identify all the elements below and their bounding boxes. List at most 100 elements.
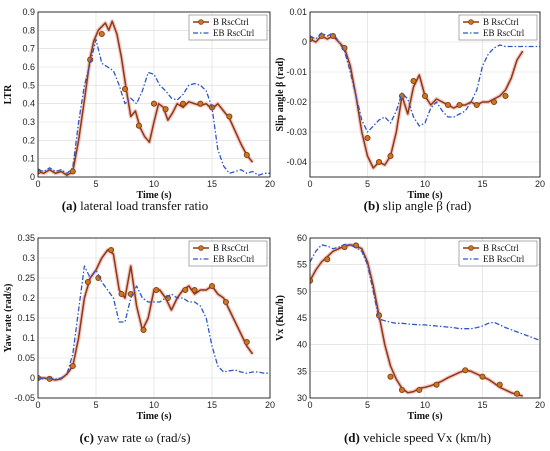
series-marker-b (310, 277, 314, 284)
series-marker-b (182, 286, 189, 294)
y-tick-label: 0.5 (22, 80, 35, 90)
legend-marker-b (468, 245, 474, 251)
series-line-b-rscctrl (38, 249, 254, 381)
series-marker-b (98, 30, 105, 38)
series-marker-b (84, 278, 91, 286)
y-tick-label: 0.1 (22, 333, 35, 343)
y-tick-label: 0 (30, 373, 35, 383)
y-tick-label: 0.7 (22, 44, 35, 54)
x-tick-label: 15 (207, 179, 217, 189)
series-marker-b (410, 77, 417, 85)
panel-a: 0 5 10 15 20 0 0.1 0.2 0.3 0.4 0.5 0.6 0.7 0.8 0.9 Time… (3, 7, 275, 201)
series-marker-b (108, 246, 115, 254)
legend-label-b: B RscCtrl (213, 243, 249, 253)
series-marker-b (479, 373, 486, 380)
series-marker-b (243, 338, 250, 346)
x-tick-label: 15 (207, 400, 217, 410)
series-marker-b (140, 326, 147, 334)
plot-frame (309, 11, 541, 178)
series-marker-b (118, 290, 125, 298)
legend-box (188, 240, 268, 267)
x-tick-label: 15 (477, 400, 487, 410)
series-marker-b (121, 85, 129, 93)
x-tick-label: 20 (535, 179, 545, 189)
y-tick-label: 0.3 (22, 253, 35, 263)
y-tick-label: 55 (297, 260, 307, 270)
y-tick-label: -0.01 (286, 67, 307, 77)
y-tick-label: -0.05 (14, 393, 35, 403)
x-tick-label: 10 (420, 400, 430, 410)
series-marker-b (375, 158, 383, 166)
series-marker-b (375, 312, 383, 319)
series-marker-b (153, 286, 160, 294)
legend-box (188, 14, 268, 41)
plot-frame (309, 237, 541, 399)
legend-label-eb: EB RscCtrl (483, 28, 525, 38)
y-tick-label: 0.8 (22, 25, 35, 35)
x-tick-label: 5 (93, 179, 98, 189)
legend-label-eb: EB RscCtrl (213, 254, 255, 264)
caption-a: (a) lateral load transfer ratio (61, 198, 209, 213)
x-tick-label: 20 (265, 179, 275, 189)
x-tick-label: 0 (307, 400, 312, 410)
legend-marker-b (198, 19, 204, 25)
series-marker-b (243, 151, 250, 159)
y-axis-label: LTR (3, 84, 14, 104)
x-tick-label: 10 (149, 400, 159, 410)
legend-label-b: B RscCtrl (213, 17, 249, 27)
series-marker-b (208, 282, 216, 290)
series-marker-b (502, 92, 509, 100)
y-tick-label: 0.15 (17, 313, 35, 323)
y-tick-label: 50 (297, 286, 307, 296)
series-marker-b (162, 106, 169, 113)
x-tick-label: 15 (477, 179, 487, 189)
x-tick-label: 0 (307, 179, 312, 189)
caption-c: (c) yaw rate ω (rad/s) (79, 430, 191, 445)
series-marker-b (421, 92, 429, 100)
x-tick-label: 20 (535, 400, 545, 410)
series-line-eb-rscctrl (310, 32, 540, 133)
y-axis-label: Yaw rate (rad/s) (3, 284, 14, 353)
series-marker-b (473, 101, 480, 109)
series-marker-b (416, 386, 423, 394)
x-tick-label: 10 (149, 179, 159, 189)
series-marker-b (462, 367, 469, 374)
x-tick-label: 5 (365, 400, 370, 410)
y-tick-label: 0 (30, 172, 35, 182)
plot-series (310, 242, 540, 398)
legend-marker-b (198, 245, 204, 251)
series-marker-b (69, 168, 76, 175)
y-tick-label: 40 (297, 340, 307, 350)
series-marker-b (179, 100, 187, 107)
series-marker-b (490, 98, 498, 106)
series-marker-b (197, 100, 204, 107)
x-axis-label: Time (s) (136, 411, 171, 422)
x-tick-label: 10 (420, 179, 430, 189)
x-tick-label: 0 (35, 400, 40, 410)
legend-label-eb: EB RscCtrl (213, 28, 255, 38)
y-tick-label: 45 (297, 313, 307, 323)
x-axis-label: Time (s) (136, 190, 171, 201)
y-axis-label: Slip angle β (rad) (275, 58, 286, 132)
x-axis-label: Time (s) (407, 411, 442, 422)
plot-series (38, 246, 270, 382)
series-line-eb-rscctrl (38, 265, 270, 380)
y-tick-label: 35 (297, 366, 307, 376)
series-marker-b (226, 113, 233, 120)
series-line-eb-rscctrl (310, 243, 540, 342)
y-tick-label: 0.4 (22, 99, 35, 109)
y-tick-label: 0.2 (22, 293, 35, 303)
y-tick-label: 0.2 (22, 135, 35, 145)
series-marker-b (387, 373, 394, 380)
y-tick-label: -0.02 (286, 97, 307, 107)
y-tick-label: 0.05 (17, 353, 35, 363)
series-marker-b (364, 134, 371, 142)
y-tick-label: -0.04 (286, 157, 307, 167)
legend-box (458, 14, 538, 41)
series-marker-b (69, 362, 76, 370)
